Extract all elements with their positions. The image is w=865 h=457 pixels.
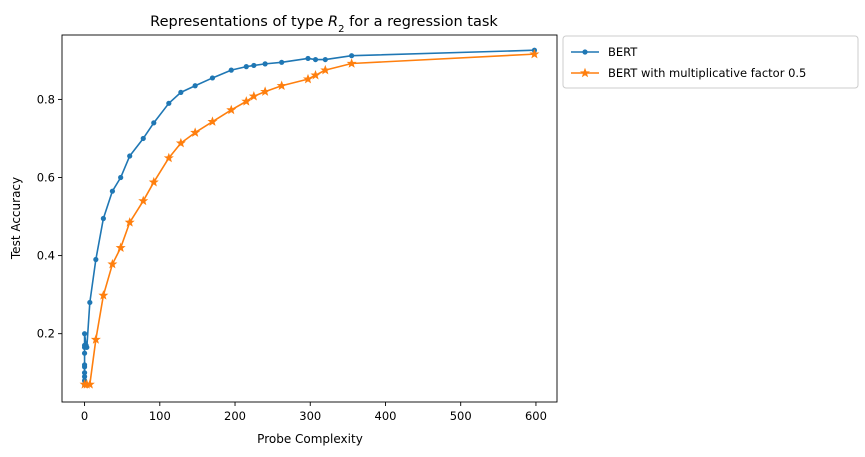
x-tick-label: 0 (81, 409, 88, 423)
data-point (310, 69, 321, 80)
data-point (320, 64, 331, 75)
data-point (138, 195, 149, 206)
series-0 (81, 47, 538, 388)
x-axis: 0 100 200 300 400 500 600 (81, 402, 547, 423)
data-point (81, 374, 88, 380)
y-axis-label: Test Accuracy (9, 177, 23, 260)
data-point (228, 67, 234, 73)
plot-area (61, 34, 558, 403)
legend-label: BERT (608, 45, 638, 59)
data-point (305, 55, 311, 62)
data-point (81, 331, 88, 337)
data-point (251, 62, 257, 69)
y-tick-label: 0.4 (37, 249, 55, 263)
data-point (241, 96, 252, 106)
x-tick-label: 100 (149, 409, 171, 423)
data-point (98, 290, 109, 300)
data-point (109, 188, 116, 194)
legend: BERT BERT with multiplicative factor 0.5 (562, 35, 859, 89)
legend-label: BERT with multiplicative factor 0.5 (608, 66, 806, 80)
series-line (84, 53, 535, 386)
legend-entry: BERT (571, 45, 638, 59)
data-point (87, 299, 93, 306)
x-tick-label: 600 (525, 409, 547, 423)
y-tick-label: 0.8 (37, 92, 55, 106)
legend-marker (580, 67, 590, 78)
data-point (262, 61, 268, 67)
data-point (276, 80, 287, 91)
data-point (302, 73, 313, 84)
data-point (349, 53, 355, 59)
data-point (248, 91, 259, 101)
data-point (209, 75, 216, 81)
data-point (84, 344, 90, 350)
legend-frame (562, 35, 859, 89)
data-point (312, 56, 319, 63)
x-tick-label: 300 (299, 409, 321, 423)
x-tick-label: 200 (224, 409, 246, 423)
data-point (163, 152, 174, 163)
data-point (100, 215, 106, 222)
plot-frame (61, 34, 558, 403)
data-point (260, 86, 271, 96)
x-axis-label: Probe Complexity (257, 432, 363, 446)
data-point (207, 116, 218, 126)
data-point (243, 64, 249, 70)
x-tick-label: 400 (375, 409, 397, 423)
data-point (190, 127, 201, 137)
data-point (192, 83, 198, 89)
data-point (166, 100, 172, 106)
data-point (178, 89, 184, 95)
data-point (93, 256, 99, 263)
data-point (148, 176, 159, 187)
data-point (529, 48, 540, 59)
y-tick-label: 0.2 (37, 327, 55, 341)
data-point (84, 379, 95, 389)
data-point (118, 174, 124, 181)
chart-title: Representations of type R2 for a regress… (150, 14, 498, 35)
data-point (175, 137, 186, 148)
data-point (81, 362, 88, 368)
data-point (115, 242, 126, 253)
data-point (151, 120, 157, 126)
data-point (107, 258, 118, 269)
data-point (127, 153, 133, 159)
data-point (124, 217, 135, 227)
data-point (226, 104, 237, 115)
legend-entry: BERT with multiplicative factor 0.5 (571, 66, 806, 80)
legend-marker (582, 49, 588, 55)
data-point (81, 350, 88, 356)
data-point (346, 58, 357, 68)
data-point (140, 135, 146, 142)
series-layer (79, 47, 540, 389)
x-tick-label: 500 (450, 409, 472, 423)
data-point (81, 370, 88, 376)
data-point (279, 59, 285, 65)
y-tick-label: 0.6 (37, 171, 55, 185)
data-point (90, 334, 101, 344)
series-1 (79, 48, 540, 389)
series-line (83, 49, 535, 385)
data-point (322, 56, 328, 63)
y-axis: 0.2 0.4 0.6 0.8 (37, 92, 62, 341)
